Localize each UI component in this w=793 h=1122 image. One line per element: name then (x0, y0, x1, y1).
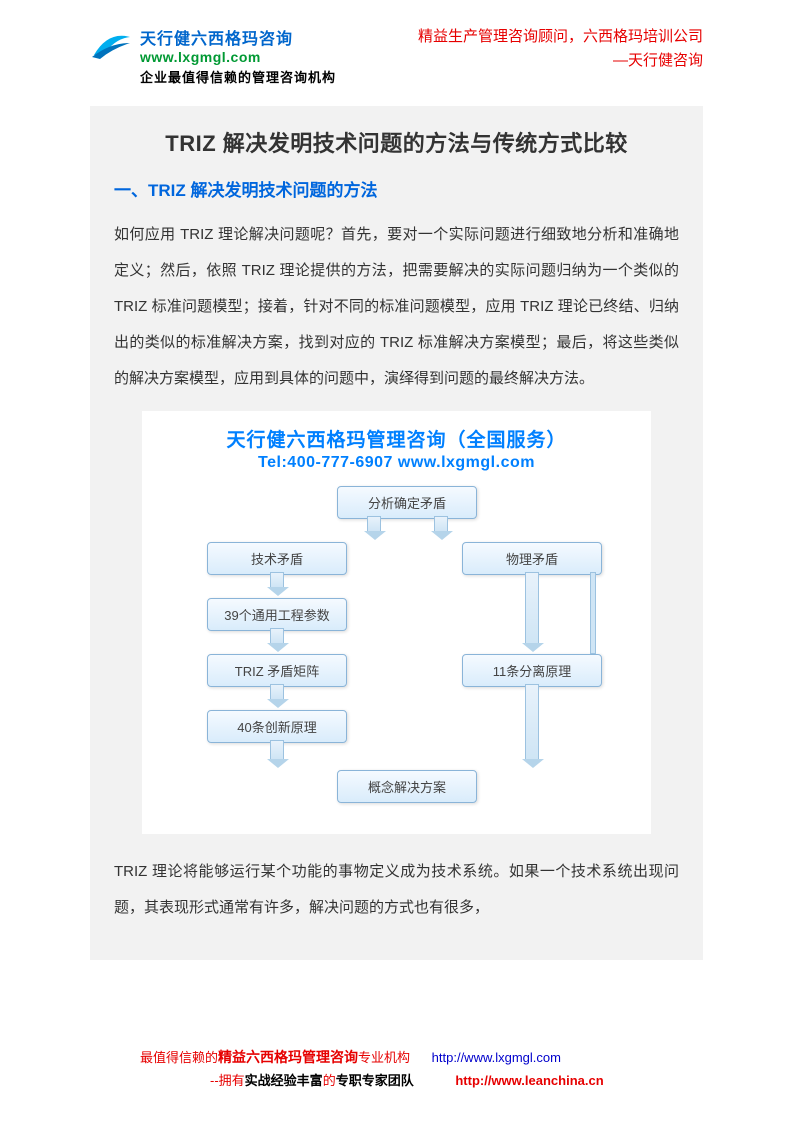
arrow (525, 684, 539, 760)
node-final: 概念解决方案 (337, 770, 477, 803)
arrow (434, 516, 448, 532)
page-header: 天行健六西格玛咨询 www.lxgmgl.com 企业最值得信赖的管理咨询机构 … (0, 0, 793, 96)
node-r2: 11条分离原理 (462, 654, 602, 687)
main-content: TRIZ 解决发明技术问题的方法与传统方式比较 一、TRIZ 解决发明技术问题的… (90, 106, 703, 960)
arrow (270, 572, 284, 588)
arrow (367, 516, 381, 532)
header-right-line1: 精益生产管理咨询顾问，六西格玛培训公司 (418, 25, 703, 49)
arrow (270, 684, 284, 700)
arrow (270, 740, 284, 760)
logo-block: 天行健六西格玛咨询 www.lxgmgl.com 企业最值得信赖的管理咨询机构 (90, 25, 336, 86)
logo-icon (90, 25, 132, 61)
header-right-line2: —天行健咨询 (418, 49, 703, 73)
section1-heading: 一、TRIZ 解决发明技术问题的方法 (114, 176, 679, 201)
node-l2: 39个通用工程参数 (207, 598, 347, 631)
footer-line-2: --拥有实战经验丰富的专职专家团队 http://www.leanchina.c… (140, 1070, 793, 1092)
paragraph-1: 如何应用 TRIZ 理论解决问题呢？首先，要对一个实际问题进行细致地分析和准确地… (114, 217, 679, 397)
logo-slogan: 企业最值得信赖的管理咨询机构 (140, 67, 336, 86)
node-l4: 40条创新原理 (207, 710, 347, 743)
paragraph-2: TRIZ 理论将能够运行某个功能的事物定义成为技术系统。如果一个技术系统出现问题… (114, 854, 679, 926)
arrow (270, 628, 284, 644)
flowchart-container: 天行健六西格玛管理咨询（全国服务） Tel:400-777-6907 www.l… (142, 411, 651, 834)
header-right: 精益生产管理咨询顾问，六西格玛培训公司 —天行健咨询 (418, 25, 703, 73)
node-root: 分析确定矛盾 (337, 486, 477, 519)
diagram-header-1: 天行健六西格玛管理咨询（全国服务） (152, 425, 641, 452)
connector (590, 572, 596, 654)
node-l1: 技术矛盾 (207, 542, 347, 575)
footer-url-2[interactable]: http://www.leanchina.cn (455, 1073, 603, 1088)
page-title: TRIZ 解决发明技术问题的方法与传统方式比较 (114, 126, 679, 158)
arrow (525, 572, 539, 644)
flowchart: 分析确定矛盾 技术矛盾 物理矛盾 39个通用工程参数 TRIZ 矛盾矩阵 11条… (152, 486, 641, 816)
footer-url-1[interactable]: http://www.lxgmgl.com (432, 1050, 561, 1065)
footer-line-1: 最值得信赖的精益六西格玛管理咨询专业机构 http://www.lxgmgl.c… (140, 1046, 793, 1070)
node-l3: TRIZ 矛盾矩阵 (207, 654, 347, 687)
page-footer: 最值得信赖的精益六西格玛管理咨询专业机构 http://www.lxgmgl.c… (0, 1046, 793, 1092)
node-r1: 物理矛盾 (462, 542, 602, 575)
logo-name: 天行健六西格玛咨询 (140, 25, 336, 49)
diagram-header-2: Tel:400-777-6907 www.lxgmgl.com (152, 454, 641, 472)
logo-url[interactable]: www.lxgmgl.com (140, 49, 336, 65)
